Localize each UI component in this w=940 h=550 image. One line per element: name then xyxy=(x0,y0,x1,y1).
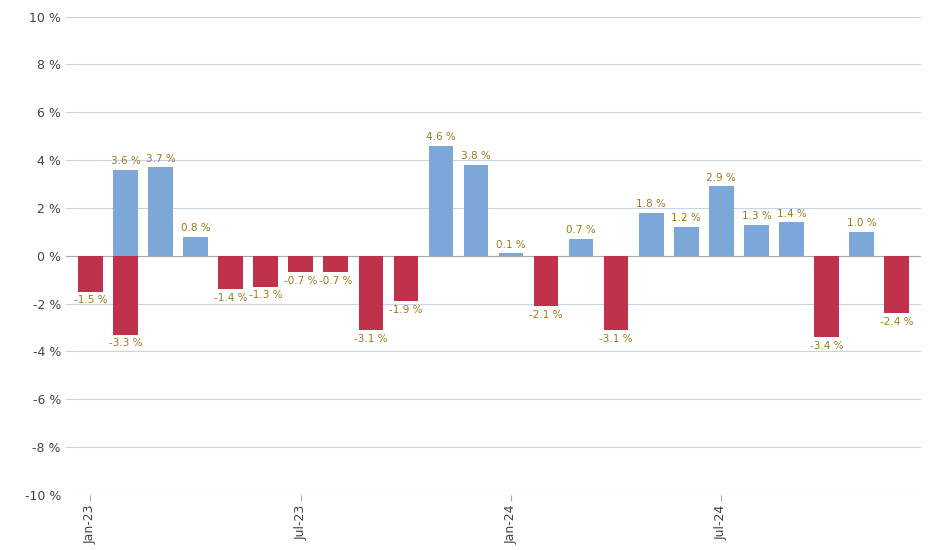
Text: 1.8 %: 1.8 % xyxy=(636,199,666,209)
Text: -3.1 %: -3.1 % xyxy=(600,333,633,344)
Bar xyxy=(534,256,558,306)
Bar xyxy=(113,169,137,256)
Text: -3.4 %: -3.4 % xyxy=(809,340,843,351)
Text: -3.1 %: -3.1 % xyxy=(354,333,387,344)
Bar xyxy=(744,224,769,256)
Bar xyxy=(463,165,488,256)
Text: -2.1 %: -2.1 % xyxy=(529,310,563,320)
Text: 1.0 %: 1.0 % xyxy=(847,218,876,228)
Text: 3.7 %: 3.7 % xyxy=(146,153,176,164)
Bar xyxy=(218,256,243,289)
Bar xyxy=(814,256,838,337)
Bar xyxy=(394,256,418,301)
Text: 0.7 %: 0.7 % xyxy=(566,226,596,235)
Text: -3.3 %: -3.3 % xyxy=(109,338,142,348)
Text: 1.2 %: 1.2 % xyxy=(671,213,701,223)
Text: 3.8 %: 3.8 % xyxy=(462,151,491,161)
Text: 4.6 %: 4.6 % xyxy=(426,132,456,142)
Text: -1.4 %: -1.4 % xyxy=(213,293,247,303)
Text: 0.1 %: 0.1 % xyxy=(496,240,525,250)
Bar xyxy=(289,256,313,272)
Text: 2.9 %: 2.9 % xyxy=(707,173,736,183)
Bar xyxy=(358,256,384,330)
Bar xyxy=(639,213,664,256)
Text: 0.8 %: 0.8 % xyxy=(180,223,211,233)
Bar xyxy=(113,256,137,335)
Bar xyxy=(569,239,593,256)
Bar xyxy=(323,256,348,272)
Text: -1.5 %: -1.5 % xyxy=(73,295,107,305)
Bar xyxy=(78,256,102,292)
Bar xyxy=(709,186,733,256)
Text: -2.4 %: -2.4 % xyxy=(880,317,914,327)
Bar xyxy=(499,254,524,256)
Text: -1.3 %: -1.3 % xyxy=(249,290,282,300)
Bar xyxy=(149,167,173,256)
Text: 1.4 %: 1.4 % xyxy=(776,208,807,219)
Bar xyxy=(603,256,629,330)
Bar xyxy=(183,236,208,256)
Text: -0.7 %: -0.7 % xyxy=(319,276,352,286)
Bar xyxy=(429,146,453,256)
Text: 1.3 %: 1.3 % xyxy=(742,211,772,221)
Bar xyxy=(254,256,278,287)
Bar xyxy=(885,256,909,313)
Bar xyxy=(850,232,874,256)
Text: -1.9 %: -1.9 % xyxy=(389,305,423,315)
Text: 3.6 %: 3.6 % xyxy=(111,156,140,166)
Bar xyxy=(779,222,804,256)
Text: -0.7 %: -0.7 % xyxy=(284,276,318,286)
Bar xyxy=(674,227,698,256)
